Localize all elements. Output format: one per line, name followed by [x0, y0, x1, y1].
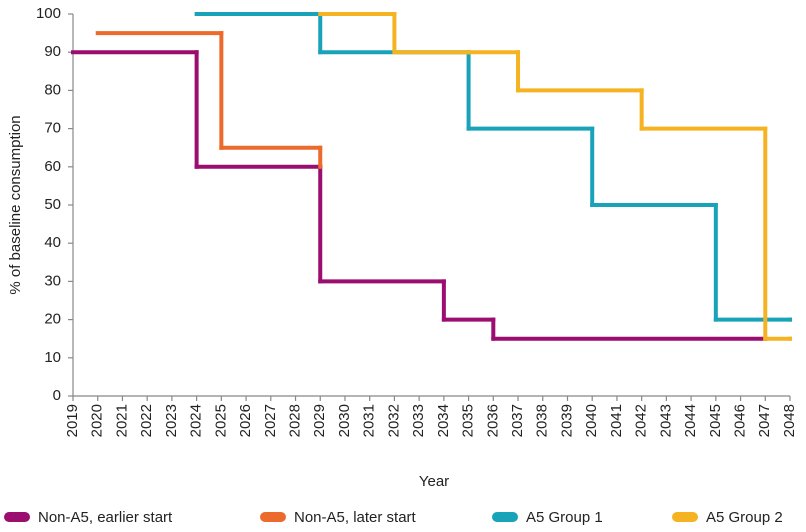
- x-tick-label: 2023: [163, 404, 180, 437]
- x-tick-label: 2037: [509, 404, 526, 437]
- x-tick-label: 2021: [113, 404, 130, 437]
- y-tick-label: 40: [44, 234, 61, 251]
- y-tick-label: 90: [44, 43, 61, 60]
- x-axis-label: Year: [419, 473, 449, 490]
- y-tick-label: 10: [44, 349, 61, 366]
- x-tick-label: 2020: [89, 404, 106, 437]
- x-tick-label: 2025: [212, 404, 229, 437]
- x-tick-label: 2039: [558, 404, 575, 437]
- x-tick-label: 2029: [311, 404, 328, 437]
- y-tick-label: 60: [44, 158, 61, 175]
- x-tick-label: 2031: [361, 404, 378, 437]
- legend-label: A5 Group 2: [706, 509, 783, 526]
- x-tick-label: 2047: [756, 404, 773, 437]
- y-tick-label: 30: [44, 272, 61, 289]
- x-tick-label: 2043: [657, 404, 674, 437]
- y-tick-label: 20: [44, 311, 61, 328]
- legend-swatch: [492, 512, 518, 522]
- x-tick-label: 2034: [435, 404, 452, 437]
- y-tick-label: 80: [44, 81, 61, 98]
- legend-swatch: [672, 512, 698, 522]
- legend-label: Non-A5, earlier start: [38, 509, 173, 526]
- x-tick-label: 2041: [608, 404, 625, 437]
- x-tick-label: 2022: [138, 404, 155, 437]
- x-tick-label: 2048: [781, 404, 798, 437]
- x-tick-label: 2044: [682, 404, 699, 437]
- x-tick-label: 2032: [385, 404, 402, 437]
- x-tick-label: 2033: [410, 404, 427, 437]
- x-tick-label: 2019: [64, 404, 81, 437]
- x-tick-label: 2042: [633, 404, 650, 437]
- x-tick-label: 2038: [534, 404, 551, 437]
- x-tick-label: 2045: [707, 404, 724, 437]
- x-tick-label: 2035: [460, 404, 477, 437]
- legend-label: A5 Group 1: [526, 509, 603, 526]
- y-tick-label: 0: [53, 387, 61, 404]
- x-tick-label: 2028: [286, 404, 303, 437]
- y-axis-label: % of baseline consumption: [7, 115, 24, 294]
- legend-swatch: [4, 512, 30, 522]
- x-tick-label: 2030: [336, 404, 353, 437]
- y-tick-label: 70: [44, 120, 61, 137]
- y-tick-label: 100: [36, 5, 61, 22]
- x-tick-label: 2024: [188, 404, 205, 437]
- legend-swatch: [260, 512, 286, 522]
- x-tick-label: 2026: [237, 404, 254, 437]
- legend-label: Non-A5, later start: [294, 509, 417, 526]
- x-tick-label: 2046: [732, 404, 749, 437]
- x-tick-label: 2036: [484, 404, 501, 437]
- x-tick-label: 2027: [262, 404, 279, 437]
- x-tick-label: 2040: [583, 404, 600, 437]
- y-tick-label: 50: [44, 196, 61, 213]
